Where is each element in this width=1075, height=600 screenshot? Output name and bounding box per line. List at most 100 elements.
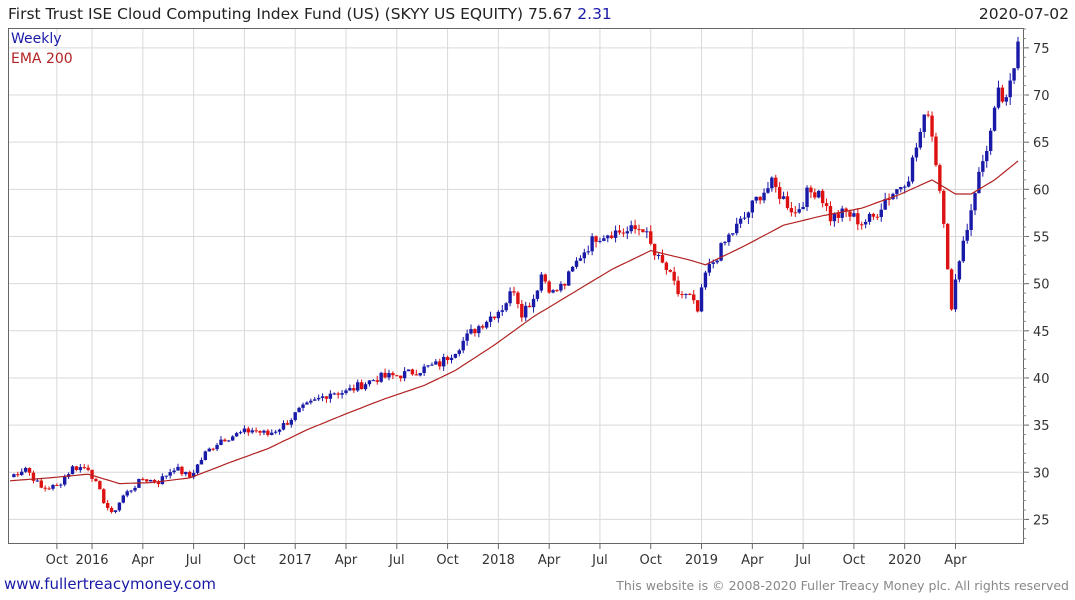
candle-body bbox=[51, 484, 55, 489]
candle-body bbox=[965, 229, 969, 241]
candle-body bbox=[352, 388, 356, 391]
y-tick-label: 65 bbox=[1033, 136, 1050, 151]
y-tick-label: 60 bbox=[1033, 183, 1050, 198]
candle-body bbox=[301, 404, 305, 408]
candle-body bbox=[754, 196, 758, 201]
candle-body bbox=[934, 136, 938, 166]
candle-body bbox=[133, 487, 137, 491]
candle-body bbox=[398, 375, 403, 379]
candle-body bbox=[871, 213, 876, 217]
candle-body bbox=[867, 213, 872, 222]
candle-body bbox=[883, 198, 887, 210]
candle-body bbox=[734, 223, 739, 234]
candle-body bbox=[285, 423, 290, 425]
candle-body bbox=[555, 290, 559, 292]
candle-body bbox=[383, 372, 387, 378]
candle-body bbox=[684, 293, 688, 295]
candle-body bbox=[59, 484, 63, 486]
candle-body bbox=[836, 213, 840, 218]
candle-body bbox=[94, 478, 98, 482]
candle-body bbox=[488, 316, 493, 322]
candle-body bbox=[942, 190, 946, 224]
candle-body bbox=[293, 412, 297, 420]
candle-body bbox=[129, 490, 133, 492]
candle-body bbox=[817, 190, 821, 198]
site-link[interactable]: www.fullertreacymoney.com bbox=[4, 575, 217, 593]
candle-body bbox=[246, 428, 251, 433]
candle-body bbox=[578, 258, 583, 261]
candle-body bbox=[824, 203, 829, 207]
candle-body bbox=[438, 361, 442, 367]
candle-body bbox=[324, 396, 329, 399]
candle-body bbox=[391, 373, 395, 376]
candle-body bbox=[582, 252, 587, 259]
candle-body bbox=[1008, 80, 1012, 98]
candle-body bbox=[305, 402, 309, 405]
candle-body bbox=[973, 193, 977, 211]
candle-body bbox=[203, 451, 208, 461]
candle-body bbox=[188, 471, 192, 478]
candle-body bbox=[633, 225, 637, 230]
candle-body bbox=[727, 234, 731, 243]
candle-body bbox=[996, 87, 1001, 108]
candle-body bbox=[418, 373, 422, 376]
candle-body bbox=[738, 218, 743, 224]
candle-body bbox=[117, 502, 122, 511]
candle-body bbox=[902, 186, 907, 188]
candle-body bbox=[731, 233, 735, 235]
chart-date: 2020-07-02 bbox=[978, 5, 1069, 23]
x-tick-label: Jul bbox=[794, 553, 811, 568]
candle-body bbox=[938, 165, 942, 191]
candle-body bbox=[527, 305, 532, 308]
candle-body bbox=[371, 380, 376, 382]
y-tick-label: 55 bbox=[1033, 230, 1050, 245]
candle-body bbox=[852, 213, 856, 217]
candle-body bbox=[320, 396, 325, 398]
candle-body bbox=[664, 262, 669, 271]
candle-body bbox=[1004, 97, 1008, 102]
candle-body bbox=[484, 321, 489, 328]
legend-weekly: Weekly bbox=[11, 31, 62, 47]
chart-title: First Trust ISE Cloud Computing Index Fu… bbox=[8, 5, 612, 23]
candle-body bbox=[559, 283, 563, 291]
candle-body bbox=[316, 397, 321, 400]
candle-body bbox=[328, 393, 333, 399]
candle-body bbox=[598, 240, 602, 242]
y-tick-label: 35 bbox=[1033, 419, 1050, 434]
x-tick-label: 2016 bbox=[75, 553, 108, 568]
candle-body bbox=[742, 217, 747, 219]
candle-body bbox=[55, 484, 59, 486]
candle-body bbox=[652, 243, 657, 256]
candle-body bbox=[395, 375, 399, 377]
candle-body bbox=[914, 147, 919, 158]
candle-body bbox=[570, 266, 575, 272]
candle-body bbox=[516, 292, 520, 304]
candle-body bbox=[121, 495, 126, 503]
candle-body bbox=[539, 274, 544, 291]
candle-body bbox=[367, 380, 372, 385]
candle-body bbox=[777, 187, 782, 199]
candle-body bbox=[70, 466, 75, 475]
candle-body bbox=[887, 198, 891, 200]
candle-body bbox=[430, 364, 434, 366]
x-tick-label: Oct bbox=[436, 553, 458, 568]
candle-body bbox=[180, 466, 184, 475]
y-tick-label: 45 bbox=[1033, 325, 1050, 340]
x-tick-label: Apr bbox=[335, 553, 358, 568]
candle-body bbox=[531, 298, 536, 308]
candle-body bbox=[625, 231, 630, 234]
candle-body bbox=[86, 467, 90, 470]
candle-body bbox=[23, 467, 28, 472]
y-tick-label: 75 bbox=[1033, 42, 1050, 57]
candle-body bbox=[477, 326, 481, 334]
candle-body bbox=[78, 467, 83, 471]
candle-body bbox=[1000, 87, 1005, 102]
candle-body bbox=[230, 436, 235, 441]
candle-body bbox=[156, 482, 161, 485]
candle-body bbox=[957, 261, 962, 280]
y-tick-label: 30 bbox=[1033, 466, 1050, 481]
candle-body bbox=[145, 479, 149, 482]
x-tick-label: 2018 bbox=[482, 553, 515, 568]
candle-body bbox=[535, 290, 540, 299]
candle-body bbox=[211, 448, 215, 450]
